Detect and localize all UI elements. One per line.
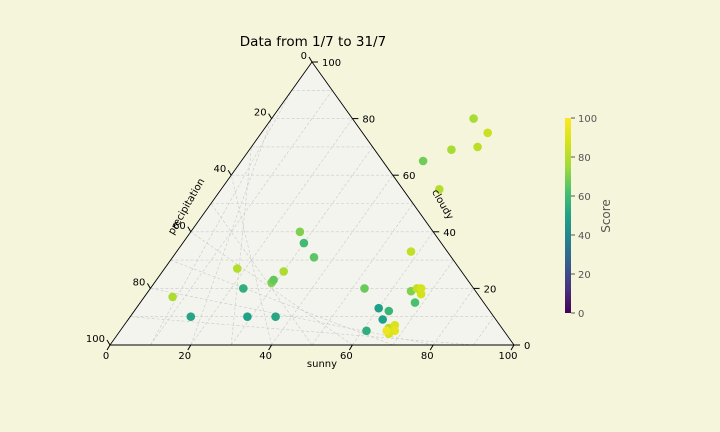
tick-mark: [268, 113, 273, 119]
data-point: [416, 284, 426, 293]
gridline: [473, 316, 495, 346]
tick-mark: [146, 283, 151, 289]
gridline: [150, 288, 434, 346]
data-point: [447, 145, 456, 154]
data-point: [233, 264, 242, 273]
tick-label-precipitation: 60: [173, 221, 186, 232]
tick-label-sunny: 40: [259, 351, 272, 362]
data-point: [362, 326, 371, 336]
tick-mark: [106, 339, 111, 346]
data-point: [410, 298, 420, 307]
data-point: [295, 227, 305, 237]
tick-mark: [187, 226, 192, 233]
tick-mark: [227, 169, 232, 176]
tick-mark: [308, 56, 313, 63]
colorbar-tick-label: 0: [578, 309, 584, 320]
axis-label-cloudy: cloudy: [429, 188, 455, 222]
tick-label-precipitation: 100: [86, 334, 105, 345]
data-point: [269, 275, 278, 285]
data-point: [309, 252, 319, 262]
tick-label-sunny: 80: [421, 351, 434, 362]
data-point: [279, 267, 289, 276]
tick-label-precipitation: 0: [301, 51, 307, 62]
tick-label-precipitation: 20: [254, 108, 267, 119]
chart-title: Data from 1/7 to 31/7: [240, 34, 386, 50]
tick-mark: [187, 344, 192, 351]
data-point: [374, 303, 384, 313]
data-point: [271, 312, 280, 322]
tick-label-cloudy: 20: [484, 284, 497, 295]
tick-label-sunny: 0: [103, 351, 109, 362]
data-point: [239, 284, 248, 293]
tick-label-cloudy: 0: [524, 341, 530, 352]
data-point: [382, 326, 392, 336]
tick-label-cloudy: 80: [362, 115, 375, 126]
gridline: [190, 231, 353, 346]
data-point: [418, 156, 428, 166]
data-point: [473, 142, 482, 152]
colorbar-label: Score: [599, 199, 613, 233]
colorbar: 0 20 40 60 80 100: [565, 114, 597, 320]
tick-mark: [106, 344, 111, 351]
tick-label-sunny: 20: [178, 351, 191, 362]
gridline: [210, 203, 313, 346]
colorbar-tick-label: 100: [578, 114, 597, 125]
data-point: [384, 306, 394, 316]
tick-mark: [268, 344, 273, 351]
gridline: [190, 118, 353, 346]
gridline: [392, 259, 454, 346]
tick-label-cloudy: 100: [322, 58, 341, 69]
gridline: [230, 146, 252, 346]
data-point: [299, 238, 309, 248]
colorbar-tick-label: 40: [578, 231, 591, 242]
gridline: [432, 288, 474, 346]
tick-label-cloudy: 60: [403, 171, 416, 182]
tick-label-sunny: 100: [498, 351, 517, 362]
tick-label-precipitation: 40: [213, 164, 226, 175]
colorbar-gradient: [565, 118, 571, 313]
data-point: [378, 315, 388, 324]
data-point: [186, 312, 196, 322]
ternary-frame: [109, 61, 515, 346]
axis-label-sunny: sunny: [307, 359, 337, 370]
data-point: [483, 128, 493, 138]
data-point: [469, 114, 478, 123]
data-point: [243, 312, 252, 322]
gridline: [352, 231, 434, 346]
tick-mark: [510, 344, 515, 351]
data-point: [168, 292, 177, 302]
ternary-plot-area: 0 0 0 20 20 20 40 40 40 60 60 60 80 80 80 100 100 100: [86, 51, 530, 362]
tick-label-precipitation: 80: [133, 277, 146, 288]
tick-mark: [348, 344, 353, 351]
colorbar-tick-label: 60: [578, 192, 591, 203]
tick-label-cloudy: 40: [443, 228, 456, 239]
data-point: [360, 284, 369, 293]
data-point: [435, 185, 444, 194]
colorbar-tick-label: 20: [578, 270, 591, 281]
tick-mark: [429, 344, 434, 351]
data-point: [406, 247, 416, 256]
gridline: [130, 316, 474, 346]
gridline: [311, 203, 414, 346]
colorbar-tick-label: 80: [578, 153, 591, 164]
tick-label-sunny: 60: [340, 351, 353, 362]
